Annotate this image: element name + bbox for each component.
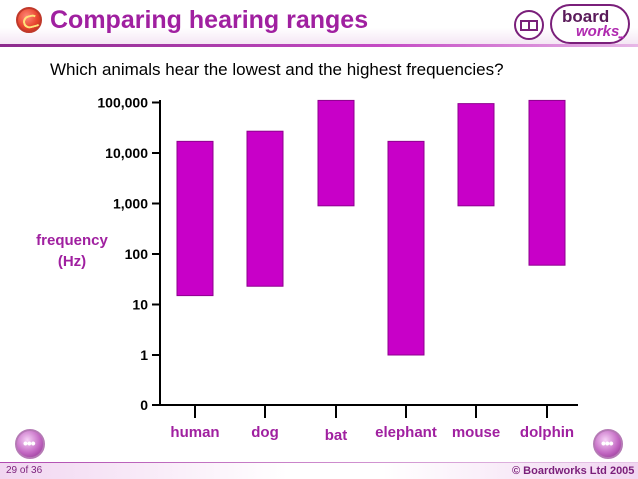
footer-bar — [0, 463, 638, 479]
logo-board-text: board — [562, 7, 610, 26]
question-text: Which animals hear the lowest and the hi… — [50, 60, 504, 79]
y-tick-label-1: 1 — [140, 347, 148, 363]
category-label-human: human — [170, 424, 219, 441]
range-bar-mouse — [457, 103, 495, 207]
category-label-elephant: elephant — [375, 424, 437, 441]
y-tick-label-100: 100 — [125, 246, 149, 262]
range-bar-dolphin — [528, 99, 566, 266]
page-title: Comparing hearing ranges — [50, 6, 369, 34]
y-tick-label-100000: 100,000 — [97, 95, 148, 111]
y-axis-title-line2: (Hz) — [57, 253, 87, 270]
next-slide-button[interactable]: ••• — [593, 429, 623, 459]
range-bar-dog — [246, 130, 284, 287]
boardworks-logo: board works ••• — [514, 4, 634, 46]
category-label-dolphin: dolphin — [520, 424, 574, 441]
y-tick-label-0: 0 — [140, 397, 148, 413]
category-label-dog: dog — [251, 424, 279, 441]
category-label-bat: bat — [325, 427, 348, 444]
next-icon: ••• — [601, 435, 614, 451]
y-tick-label-1000: 1,000 — [113, 196, 148, 212]
logo-works-text: works — [576, 23, 620, 40]
range-bar-elephant — [387, 140, 425, 356]
logo-wordmark: board works ••• — [550, 4, 630, 44]
previous-slide-button[interactable]: ••• — [15, 429, 45, 459]
slide-counter: 29 of 36 — [6, 465, 43, 476]
y-axis-title: frequency (Hz) — [22, 230, 122, 272]
range-bar-bat — [317, 99, 355, 207]
header-divider — [0, 44, 638, 47]
y-axis-title-line1: frequency — [36, 232, 108, 249]
range-bar-human — [176, 140, 214, 297]
y-tick-label-10: 10 — [132, 297, 148, 313]
ear-icon — [16, 7, 42, 33]
category-label-mouse: mouse — [452, 424, 500, 441]
logo-dots: ••• — [618, 33, 624, 42]
previous-icon: ••• — [23, 435, 36, 451]
y-tick-label-10000: 10,000 — [105, 145, 148, 161]
copyright-text: © Boardworks Ltd 2005 — [512, 465, 635, 477]
book-icon — [514, 10, 544, 40]
